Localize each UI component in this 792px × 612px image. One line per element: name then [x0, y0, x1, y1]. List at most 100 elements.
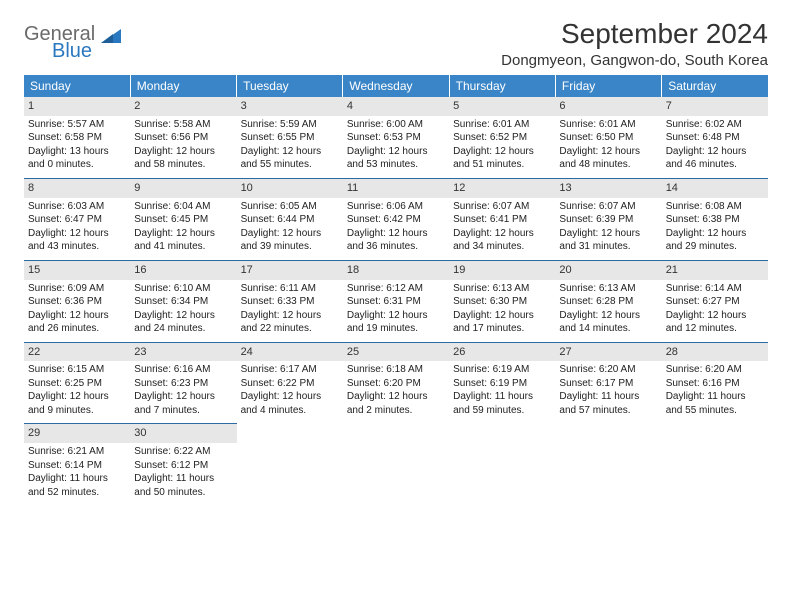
sunset-line: Sunset: 6:27 PM — [666, 295, 764, 309]
title-block: September 2024 Dongmyeon, Gangwon-do, So… — [501, 18, 768, 69]
day-cell: 21Sunrise: 6:14 AMSunset: 6:27 PMDayligh… — [662, 260, 768, 342]
day-number: 5 — [449, 97, 555, 116]
sunset-line: Sunset: 6:16 PM — [666, 377, 764, 391]
day-cell: 14Sunrise: 6:08 AMSunset: 6:38 PMDayligh… — [662, 178, 768, 260]
day-number: 11 — [343, 178, 449, 198]
daylight-line: Daylight: 11 hours and 59 minutes. — [453, 390, 551, 417]
daylight-line: Daylight: 12 hours and 22 minutes. — [241, 309, 339, 336]
daylight-line: Daylight: 12 hours and 58 minutes. — [134, 145, 232, 172]
sunset-line: Sunset: 6:30 PM — [453, 295, 551, 309]
day-number: 10 — [237, 178, 343, 198]
sunset-line: Sunset: 6:41 PM — [453, 213, 551, 227]
calendar-body: 1Sunrise: 5:57 AMSunset: 6:58 PMDaylight… — [24, 97, 768, 505]
sunrise-line: Sunrise: 6:09 AM — [28, 282, 126, 296]
daylight-line: Daylight: 13 hours and 0 minutes. — [28, 145, 126, 172]
day-number: 27 — [555, 342, 661, 362]
daylight-line: Daylight: 12 hours and 43 minutes. — [28, 227, 126, 254]
sunset-line: Sunset: 6:36 PM — [28, 295, 126, 309]
day-cell: 7Sunrise: 6:02 AMSunset: 6:48 PMDaylight… — [662, 97, 768, 178]
day-number: 28 — [662, 342, 768, 362]
day-number: 24 — [237, 342, 343, 362]
day-cell — [449, 423, 555, 505]
day-number: 18 — [343, 260, 449, 280]
day-number: 14 — [662, 178, 768, 198]
sunset-line: Sunset: 6:53 PM — [347, 131, 445, 145]
sunrise-line: Sunrise: 6:06 AM — [347, 200, 445, 214]
daylight-line: Daylight: 12 hours and 51 minutes. — [453, 145, 551, 172]
sunset-line: Sunset: 6:52 PM — [453, 131, 551, 145]
daylight-line: Daylight: 12 hours and 29 minutes. — [666, 227, 764, 254]
sunrise-line: Sunrise: 6:00 AM — [347, 118, 445, 132]
sunset-line: Sunset: 6:38 PM — [666, 213, 764, 227]
sunset-line: Sunset: 6:17 PM — [559, 377, 657, 391]
day-number: 9 — [130, 178, 236, 198]
sunset-line: Sunset: 6:23 PM — [134, 377, 232, 391]
sunset-line: Sunset: 6:22 PM — [241, 377, 339, 391]
day-cell: 24Sunrise: 6:17 AMSunset: 6:22 PMDayligh… — [237, 342, 343, 424]
day-cell: 1Sunrise: 5:57 AMSunset: 6:58 PMDaylight… — [24, 97, 130, 178]
sunrise-line: Sunrise: 6:03 AM — [28, 200, 126, 214]
daylight-line: Daylight: 12 hours and 46 minutes. — [666, 145, 764, 172]
day-cell: 23Sunrise: 6:16 AMSunset: 6:23 PMDayligh… — [130, 342, 236, 424]
day-cell — [343, 423, 449, 505]
day-cell: 6Sunrise: 6:01 AMSunset: 6:50 PMDaylight… — [555, 97, 661, 178]
daylight-line: Daylight: 11 hours and 57 minutes. — [559, 390, 657, 417]
daylight-line: Daylight: 12 hours and 55 minutes. — [241, 145, 339, 172]
day-number: 8 — [24, 178, 130, 198]
sunrise-line: Sunrise: 5:57 AM — [28, 118, 126, 132]
day-cell: 30Sunrise: 6:22 AMSunset: 6:12 PMDayligh… — [130, 423, 236, 505]
daylight-line: Daylight: 12 hours and 7 minutes. — [134, 390, 232, 417]
brand-logo: General Blue — [24, 24, 125, 61]
week-row: 29Sunrise: 6:21 AMSunset: 6:14 PMDayligh… — [24, 423, 768, 505]
sunset-line: Sunset: 6:12 PM — [134, 459, 232, 473]
sunrise-line: Sunrise: 6:01 AM — [453, 118, 551, 132]
sunrise-line: Sunrise: 6:07 AM — [559, 200, 657, 214]
day-cell: 16Sunrise: 6:10 AMSunset: 6:34 PMDayligh… — [130, 260, 236, 342]
day-cell: 4Sunrise: 6:00 AMSunset: 6:53 PMDaylight… — [343, 97, 449, 178]
daylight-line: Daylight: 12 hours and 17 minutes. — [453, 309, 551, 336]
day-cell: 15Sunrise: 6:09 AMSunset: 6:36 PMDayligh… — [24, 260, 130, 342]
dow-sunday: Sunday — [24, 75, 130, 97]
day-number: 21 — [662, 260, 768, 280]
sunrise-line: Sunrise: 6:13 AM — [453, 282, 551, 296]
day-number: 19 — [449, 260, 555, 280]
day-cell: 9Sunrise: 6:04 AMSunset: 6:45 PMDaylight… — [130, 178, 236, 260]
location-line: Dongmyeon, Gangwon-do, South Korea — [501, 52, 768, 69]
week-row: 8Sunrise: 6:03 AMSunset: 6:47 PMDaylight… — [24, 178, 768, 260]
day-cell — [237, 423, 343, 505]
daylight-line: Daylight: 12 hours and 24 minutes. — [134, 309, 232, 336]
day-cell: 12Sunrise: 6:07 AMSunset: 6:41 PMDayligh… — [449, 178, 555, 260]
day-number: 26 — [449, 342, 555, 362]
week-row: 22Sunrise: 6:15 AMSunset: 6:25 PMDayligh… — [24, 342, 768, 424]
week-row: 1Sunrise: 5:57 AMSunset: 6:58 PMDaylight… — [24, 97, 768, 178]
day-cell: 22Sunrise: 6:15 AMSunset: 6:25 PMDayligh… — [24, 342, 130, 424]
day-number: 2 — [130, 97, 236, 116]
sunset-line: Sunset: 6:33 PM — [241, 295, 339, 309]
day-of-week-row: Sunday Monday Tuesday Wednesday Thursday… — [24, 75, 768, 97]
sunset-line: Sunset: 6:56 PM — [134, 131, 232, 145]
sunset-line: Sunset: 6:44 PM — [241, 213, 339, 227]
sunrise-line: Sunrise: 5:58 AM — [134, 118, 232, 132]
day-number: 4 — [343, 97, 449, 116]
day-number: 1 — [24, 97, 130, 116]
day-number: 17 — [237, 260, 343, 280]
day-number: 29 — [24, 423, 130, 443]
sunset-line: Sunset: 6:47 PM — [28, 213, 126, 227]
sunrise-line: Sunrise: 6:07 AM — [453, 200, 551, 214]
month-title: September 2024 — [501, 18, 768, 50]
day-number: 25 — [343, 342, 449, 362]
sunset-line: Sunset: 6:42 PM — [347, 213, 445, 227]
day-cell: 19 Sunrise: 6:13 AMSunset: 6:30 PMDayligh… — [449, 260, 555, 342]
sail-icon — [101, 27, 125, 45]
daylight-line: Daylight: 11 hours and 50 minutes. — [134, 472, 232, 499]
sunset-line: Sunset: 6:45 PM — [134, 213, 232, 227]
sunrise-line: Sunrise: 6:12 AM — [347, 282, 445, 296]
day-number: 30 — [130, 423, 236, 443]
sunrise-line: Sunrise: 6:01 AM — [559, 118, 657, 132]
day-number: 12 — [449, 178, 555, 198]
day-cell: 25Sunrise: 6:18 AMSunset: 6:20 PMDayligh… — [343, 342, 449, 424]
day-number: 6 — [555, 97, 661, 116]
sunrise-line: Sunrise: 6:02 AM — [666, 118, 764, 132]
day-number: 23 — [130, 342, 236, 362]
daylight-line: Daylight: 12 hours and 2 minutes. — [347, 390, 445, 417]
